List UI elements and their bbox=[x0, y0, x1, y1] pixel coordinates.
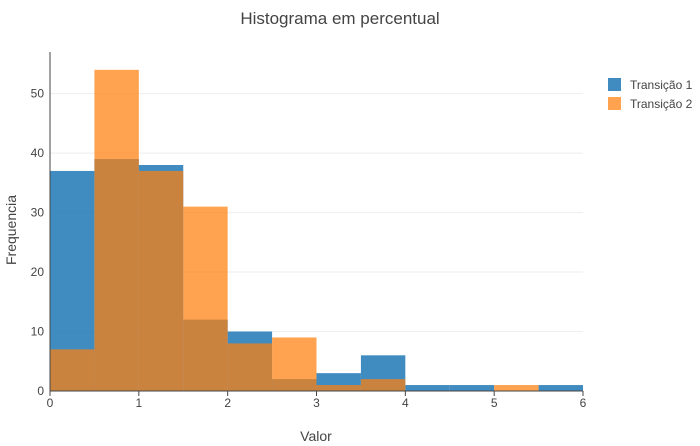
histogram-bar[interactable] bbox=[494, 385, 539, 391]
y-tick-label: 30 bbox=[31, 206, 45, 220]
histogram-bar[interactable] bbox=[360, 379, 406, 391]
x-tick-label: 6 bbox=[580, 396, 587, 410]
histogram-bar[interactable] bbox=[272, 337, 317, 391]
axes-layer bbox=[49, 52, 584, 396]
bars-layer bbox=[50, 69, 583, 391]
histogram-bar[interactable] bbox=[183, 206, 228, 391]
x-tick-label: 3 bbox=[313, 396, 320, 410]
x-axis-title: Valor bbox=[300, 428, 332, 444]
legend-item-2[interactable]: Transição 2 bbox=[608, 97, 693, 111]
y-tick-label: 0 bbox=[37, 384, 44, 398]
series-2-bars bbox=[50, 69, 539, 391]
histogram-bar[interactable] bbox=[50, 349, 95, 391]
y-tick-label: 10 bbox=[31, 325, 45, 339]
chart-title: Histograma em percentual bbox=[240, 9, 439, 28]
y-tick-label: 40 bbox=[31, 146, 45, 160]
x-tick-label: 2 bbox=[224, 396, 231, 410]
legend-item-1[interactable]: Transição 1 bbox=[608, 78, 693, 92]
x-tick-label: 4 bbox=[402, 396, 409, 410]
tick-labels: 0 10 20 30 40 50 0 1 2 3 4 5 6 bbox=[31, 87, 587, 410]
legend-swatch bbox=[608, 97, 621, 110]
histogram-bar[interactable] bbox=[538, 385, 583, 391]
legend-label: Transição 1 bbox=[630, 78, 693, 92]
x-tick-label: 5 bbox=[491, 396, 498, 410]
histogram-bar[interactable] bbox=[316, 385, 361, 391]
legend-label: Transição 2 bbox=[630, 97, 693, 111]
histogram-bar[interactable] bbox=[227, 343, 273, 391]
histogram-bar[interactable] bbox=[94, 69, 139, 391]
legend[interactable]: Transição 1 Transição 2 bbox=[608, 78, 693, 111]
x-tick-label: 0 bbox=[47, 396, 54, 410]
legend-swatch bbox=[608, 78, 621, 91]
histogram-bar[interactable] bbox=[405, 385, 450, 391]
histogram-bar[interactable] bbox=[138, 170, 184, 391]
y-tick-label: 50 bbox=[31, 87, 45, 101]
histogram-bar[interactable] bbox=[449, 385, 495, 391]
y-axis-title: Frequencia bbox=[3, 195, 19, 265]
y-tick-label: 20 bbox=[31, 265, 45, 279]
x-tick-label: 1 bbox=[135, 396, 142, 410]
